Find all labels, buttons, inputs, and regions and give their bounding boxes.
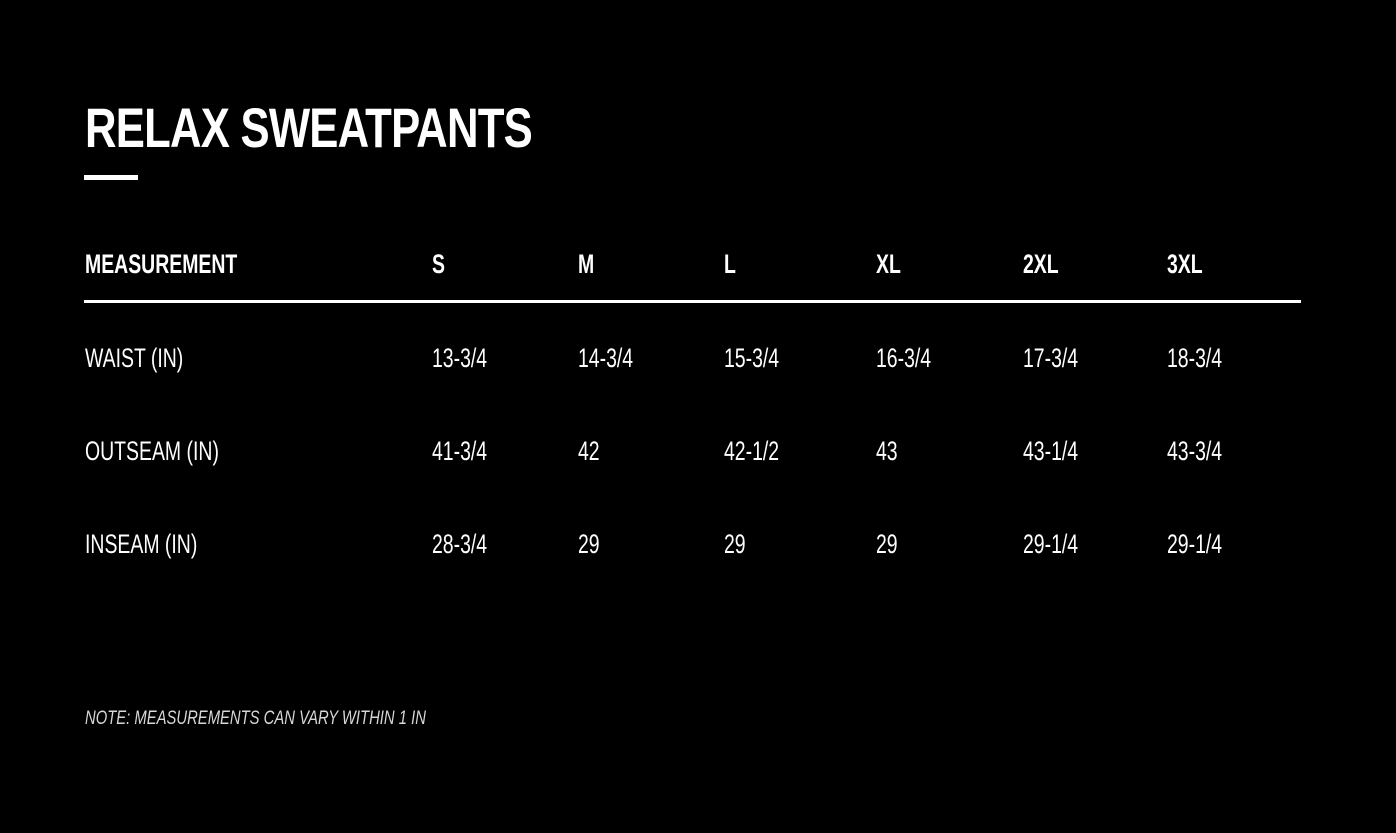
table-cell: 41-3/4 [432, 436, 488, 466]
table-cell: 15-3/4 [724, 343, 780, 373]
row-label: INSEAM (IN) [85, 529, 198, 559]
measurement-note: NOTE: MEASUREMENTS CAN VARY WITHIN 1 IN [85, 708, 426, 729]
table-cell: 29-1/4 [1023, 529, 1079, 559]
table-cell: 13-3/4 [432, 343, 488, 373]
table-cell: 43-1/4 [1023, 436, 1079, 466]
page-title: RELAX SWEATPANTS [85, 96, 533, 159]
table-cell: 42 [578, 436, 600, 466]
column-header: L [724, 249, 736, 279]
column-header: 3XL [1167, 249, 1203, 279]
table-cell: 16-3/4 [876, 343, 932, 373]
table-cell: 43-3/4 [1167, 436, 1223, 466]
table-cell: 43 [876, 436, 898, 466]
table-cell: 18-3/4 [1167, 343, 1223, 373]
table-cell: 14-3/4 [578, 343, 634, 373]
row-label: WAIST (IN) [85, 343, 184, 373]
table-cell: 17-3/4 [1023, 343, 1079, 373]
table-cell: 28-3/4 [432, 529, 488, 559]
column-header: S [432, 249, 445, 279]
table-cell: 29 [876, 529, 898, 559]
table-cell: 29 [578, 529, 600, 559]
column-header: M [578, 249, 595, 279]
table-cell: 29-1/4 [1167, 529, 1223, 559]
title-underline [84, 175, 138, 180]
header-divider [84, 300, 1301, 303]
table-cell: 42-1/2 [724, 436, 780, 466]
column-header: 2XL [1023, 249, 1059, 279]
table-cell: 29 [724, 529, 746, 559]
column-header: XL [876, 249, 901, 279]
column-header: MEASUREMENT [85, 249, 238, 279]
row-label: OUTSEAM (IN) [85, 436, 219, 466]
